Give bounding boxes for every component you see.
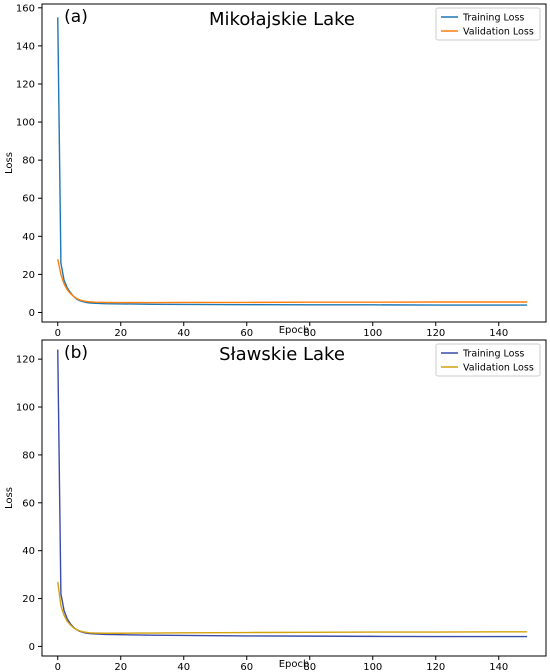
x-tick-label: 120 bbox=[426, 662, 445, 672]
legend-entry-label: Training Loss bbox=[462, 13, 524, 24]
series-line-validation-loss bbox=[57, 581, 528, 634]
y-tick-label: 120 bbox=[16, 79, 35, 90]
x-tick-label: 80 bbox=[303, 328, 316, 339]
legend-entry-label: Validation Loss bbox=[463, 27, 534, 38]
x-tick-label: 140 bbox=[489, 662, 508, 672]
series-line-training-loss bbox=[57, 17, 528, 306]
x-tick-label: 40 bbox=[177, 328, 190, 339]
series-line-training-loss bbox=[57, 349, 528, 638]
y-tick-label: 100 bbox=[16, 118, 35, 129]
y-tick-label: 20 bbox=[22, 270, 35, 281]
x-tick-label: 0 bbox=[55, 328, 61, 339]
x-tick-label: 60 bbox=[240, 328, 253, 339]
chart-title: Mikołajskie Lake bbox=[209, 9, 355, 30]
x-tick-label: 20 bbox=[114, 662, 127, 672]
y-tick-label: 60 bbox=[22, 194, 35, 205]
panel-letter: (a) bbox=[64, 7, 88, 27]
y-tick-label: 160 bbox=[16, 3, 35, 14]
x-tick-label: 0 bbox=[55, 662, 61, 672]
x-tick-label: 20 bbox=[114, 328, 127, 339]
y-tick-label: 100 bbox=[16, 403, 35, 414]
legend-entry-label: Training Loss bbox=[462, 349, 524, 360]
y-tick-label: 0 bbox=[29, 308, 35, 319]
y-tick-label: 140 bbox=[16, 41, 35, 52]
x-tick-label: 100 bbox=[363, 662, 382, 672]
y-tick-label: 60 bbox=[22, 498, 35, 509]
chart-panel-b: 0 20 40 60 80 100 120 140 0 20 40 60 80 100 120 Epoch Lo… bbox=[4, 339, 547, 672]
y-axis-label: Loss bbox=[4, 152, 15, 174]
chart-panel-a: 0 20 40 60 80 100 120 140 0 20 40 60 80 100 120 140 160 E… bbox=[4, 3, 547, 339]
x-tick-label: 80 bbox=[303, 662, 316, 672]
x-tick-label: 40 bbox=[177, 662, 190, 672]
x-tick-label: 140 bbox=[489, 328, 508, 339]
x-tick-label: 120 bbox=[426, 328, 445, 339]
chart-title: Sławskie Lake bbox=[219, 344, 345, 365]
y-tick-label: 40 bbox=[22, 232, 35, 243]
plot-area-frame bbox=[41, 339, 547, 657]
y-tick-label: 120 bbox=[16, 355, 35, 366]
y-tick-label: 80 bbox=[22, 450, 35, 461]
y-tick-label: 40 bbox=[22, 546, 35, 557]
x-axis-label: Epoch bbox=[279, 659, 310, 670]
legend-entry-label: Validation Loss bbox=[463, 363, 534, 374]
panel-letter: (b) bbox=[64, 343, 88, 363]
legend-box bbox=[435, 7, 541, 41]
y-tick-label: 20 bbox=[22, 594, 35, 605]
plot-area-frame bbox=[41, 3, 547, 323]
legend-box bbox=[435, 343, 541, 377]
series-line-validation-loss bbox=[57, 259, 528, 304]
legend: Training Loss Validation Loss bbox=[435, 343, 541, 377]
y-tick-label: 0 bbox=[29, 642, 35, 653]
x-tick-label: 60 bbox=[240, 662, 253, 672]
y-tick-label: 80 bbox=[22, 156, 35, 167]
x-axis-label: Epoch bbox=[279, 325, 310, 336]
y-axis-label: Loss bbox=[4, 487, 15, 509]
legend: Training Loss Validation Loss bbox=[435, 7, 541, 41]
x-tick-label: 100 bbox=[363, 328, 382, 339]
